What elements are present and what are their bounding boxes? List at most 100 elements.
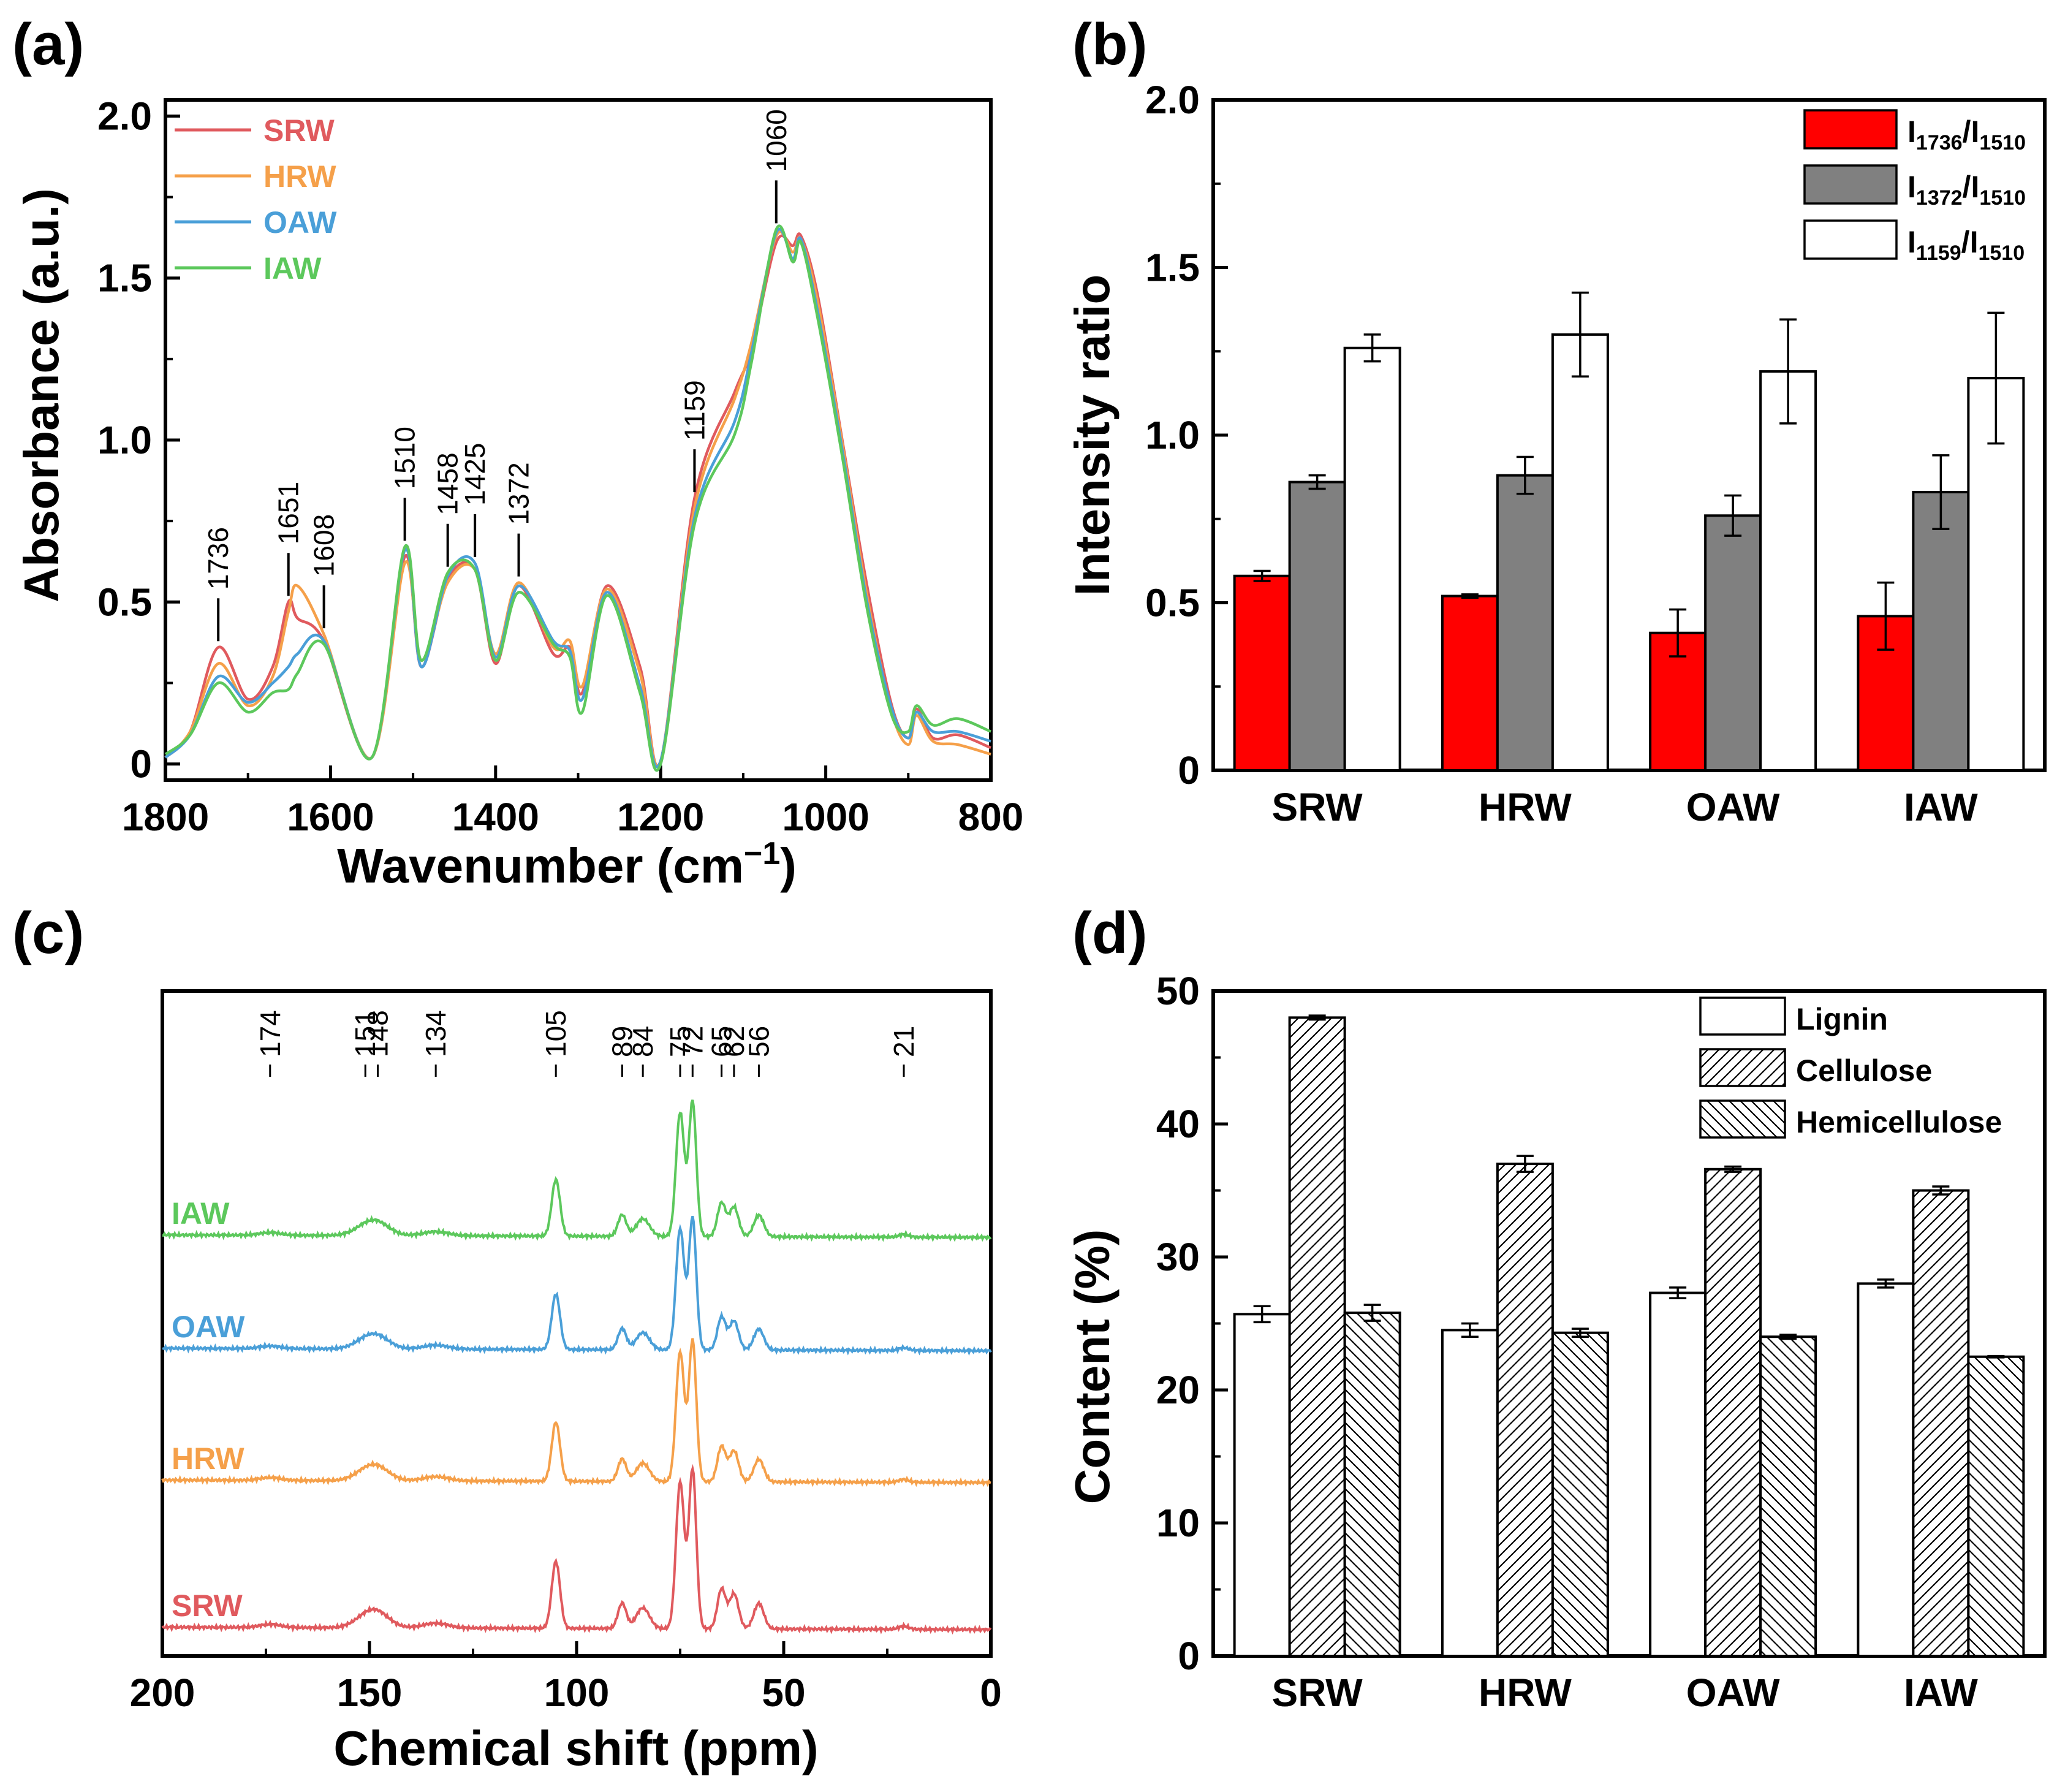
panel-a-legend-entry: OAW <box>263 205 337 240</box>
panel-a-y-tick-label: 0 <box>130 742 152 786</box>
panel-d-category-label: IAW <box>1904 1671 1978 1715</box>
panel-b-label: (b) <box>1072 12 1148 77</box>
panel-c-series-label: OAW <box>172 1310 245 1344</box>
legend-text-part: I <box>1907 225 1916 259</box>
legend-text-part: /I <box>1963 115 1980 149</box>
panel-a-series-iaw-line <box>164 224 991 772</box>
panel-b-category-label: OAW <box>1686 785 1780 829</box>
legend-text-part: I <box>1907 115 1916 149</box>
panel-d-bar-lignin <box>1233 1313 1291 1658</box>
panel-c-peak-label: 84 <box>627 1026 659 1057</box>
panel-d-y-tick-label: 30 <box>1156 1235 1200 1279</box>
legend-text-part: I <box>1907 170 1916 204</box>
panel-a-legend-entry: SRW <box>263 113 335 148</box>
panel-b-category-label: IAW <box>1904 785 1978 829</box>
panel-b-category-label: SRW <box>1272 785 1363 829</box>
panel-b-bar-i1736-i1510 <box>1233 574 1291 772</box>
panel-c-frame <box>161 989 993 1658</box>
legend-text-part: 1159 <box>1916 241 1961 265</box>
panel-b-legend-entry: I1159/I1510 <box>1907 225 2025 265</box>
panel-d-y-tick-label: 50 <box>1156 969 1200 1013</box>
panel-b-y-tick-label: 0.5 <box>1145 581 1200 625</box>
legend-text-part: /I <box>1961 225 1979 259</box>
panel-d-bar-cellulose <box>1912 1189 1970 1657</box>
panel-b-y-axis-title: Intensity ratio <box>1065 275 1119 596</box>
legend-text-part: 1736 <box>1916 131 1963 154</box>
legend-text-part: 1510 <box>1979 186 2026 210</box>
panel-a-x-tick-label: 1600 <box>287 795 374 839</box>
panel-a-legend-entry: HRW <box>263 159 336 194</box>
panel-b-bar-i1372-i1510 <box>1496 474 1554 772</box>
panel-a-peak-label: 1060 <box>760 109 792 172</box>
panel-c-peak-label: 151 <box>349 1010 381 1057</box>
panel-d-bar-cellulose <box>1496 1163 1554 1657</box>
panel-c-x-tick-label: 0 <box>980 1671 1002 1715</box>
panel-a-y-tick-label: 1.5 <box>97 256 152 300</box>
panel-c-label: (c) <box>12 900 84 966</box>
panel-d-bar-lignin <box>1857 1282 1915 1657</box>
panel-d-legend-swatch <box>1699 1099 1786 1139</box>
panel-d-category-label: HRW <box>1479 1671 1572 1715</box>
panel-a-x-tick-label: 1200 <box>617 795 704 839</box>
panel-a-legend-entry: IAW <box>263 251 322 286</box>
panel-b-category-label: HRW <box>1479 785 1572 829</box>
panel-d-legend-swatch <box>1699 1048 1786 1087</box>
panel-c-peak-label: 75 <box>664 1026 696 1057</box>
panel-d-bar-lignin <box>1649 1291 1707 1658</box>
panel-d-bar-cellulose <box>1704 1167 1762 1657</box>
panel-b-bar-i1159-i1510 <box>1551 333 1609 772</box>
panel-a-x-tick-label: 1000 <box>782 795 869 839</box>
panel-a-ftir-chart: 1800 1600 1400 1200 1000 800 0 0.5 1.0 1.5 2.0 SRW H… <box>97 94 1023 839</box>
panel-c-x-tick-label: 100 <box>544 1671 610 1715</box>
panel-a-y-tick-label: 0.5 <box>97 580 152 624</box>
panel-d-bar-hemicellulose <box>1343 1312 1401 1657</box>
panel-c-peak-label: 89 <box>606 1026 638 1057</box>
panel-b-legend-entry: I1372/I1510 <box>1907 170 2026 210</box>
panel-c-series-label: HRW <box>172 1441 244 1476</box>
panel-d-y-tick-label: 20 <box>1156 1368 1200 1412</box>
panel-d-category-label: OAW <box>1686 1671 1780 1715</box>
panel-c-peak-label: 72 <box>676 1026 708 1057</box>
panel-c-series-srw-line <box>161 1464 992 1635</box>
panel-c-peak-label: 65 <box>706 1026 738 1057</box>
panel-a-x-tick-label: 800 <box>958 795 1024 839</box>
panel-b-legend-entry: I1736/I1510 <box>1907 115 2026 154</box>
panel-c-peak-label: 174 <box>254 1010 286 1057</box>
panel-b-bar-i1159-i1510 <box>1759 370 1817 772</box>
panel-a-peak-label: 1608 <box>308 514 340 577</box>
panel-d-y-tick-label: 40 <box>1156 1102 1200 1146</box>
panel-c-x-axis-title: Chemical shift (ppm) <box>333 1721 818 1775</box>
panel-d-y-axis-title: Content (%) <box>1065 1229 1119 1505</box>
panel-b-bar-i1159-i1510 <box>1343 346 1401 772</box>
panel-b-legend-swatch <box>1803 109 1898 150</box>
panel-b-bar-i1736-i1510 <box>1441 594 1499 772</box>
panel-a-peak-label: 1736 <box>202 527 234 590</box>
panel-b-y-tick-label: 2.0 <box>1145 78 1200 122</box>
panel-b-bar-i1372-i1510 <box>1912 490 1970 772</box>
panel-d-bar-hemicellulose <box>1967 1355 2025 1657</box>
panel-a-peak-label: 1510 <box>389 427 421 489</box>
panel-c-peak-label: 105 <box>540 1010 572 1057</box>
panel-b-legend-swatch <box>1803 219 1898 260</box>
panel-c-series-iaw-line <box>162 1099 992 1242</box>
panel-d-bar-hemicellulose <box>1759 1335 1817 1657</box>
panel-a-peak-label: 1159 <box>678 380 710 441</box>
panel-d-bar-lignin <box>1441 1329 1499 1658</box>
panel-c-series-hrw-line <box>161 1338 991 1487</box>
panel-a-peak-label: 1458 <box>432 452 464 515</box>
panel-c-series-oaw-line <box>162 1215 992 1356</box>
panel-b-y-tick-label: 1.0 <box>1145 413 1200 457</box>
panel-d-legend-entry: Hemicellulose <box>1796 1105 2002 1139</box>
panel-a-peak-label: 1425 <box>459 443 491 506</box>
panel-b-y-tick-label: 1.5 <box>1145 246 1200 290</box>
panel-c-series-label: SRW <box>172 1589 243 1623</box>
legend-text-part: 1372 <box>1916 186 1963 210</box>
panel-d-label: (d) <box>1072 900 1148 966</box>
panel-a-peak-label: 1372 <box>503 462 535 525</box>
panel-a-x-tick-label: 1400 <box>452 795 539 839</box>
panel-a-y-tick-label: 2.0 <box>97 94 152 138</box>
panel-b-y-tick-label: 0 <box>1178 748 1200 792</box>
panel-c-x-tick-label: 150 <box>337 1671 403 1715</box>
panel-c-peak-label: 134 <box>420 1010 452 1057</box>
